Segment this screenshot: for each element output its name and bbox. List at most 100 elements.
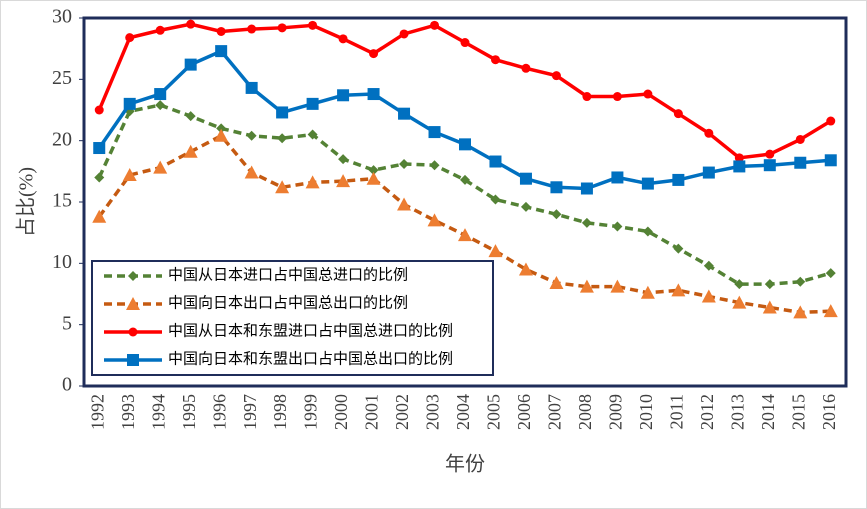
point <box>793 305 808 319</box>
point <box>582 92 592 102</box>
point <box>762 300 777 314</box>
point <box>551 209 562 220</box>
x-tick-label: 1993 <box>118 394 138 430</box>
point <box>795 134 805 144</box>
x-tick-label: 2009 <box>606 394 626 430</box>
point <box>308 20 318 30</box>
legend-box <box>91 260 494 376</box>
point <box>734 153 744 163</box>
x-axis-label: 年份 <box>445 453 485 476</box>
y-tick-label: 20 <box>52 128 72 150</box>
point <box>277 23 287 33</box>
x-tick-label: 2008 <box>575 394 595 430</box>
point <box>520 201 531 212</box>
x-tick-label: 1998 <box>270 394 290 430</box>
legend-marker <box>128 271 138 281</box>
point <box>701 289 716 303</box>
point <box>276 106 289 119</box>
point <box>183 144 198 158</box>
x-tick-label: 2010 <box>636 394 656 430</box>
x-tick-label: 2012 <box>697 394 717 430</box>
point <box>459 138 471 151</box>
point <box>306 97 319 110</box>
point <box>826 116 836 126</box>
x-tick-label: 2002 <box>392 394 412 430</box>
point <box>427 213 442 227</box>
point <box>581 217 592 228</box>
point <box>275 180 290 194</box>
point <box>490 55 500 65</box>
point <box>123 97 136 110</box>
point <box>460 38 470 48</box>
point <box>305 175 320 189</box>
point <box>519 172 532 185</box>
point <box>643 89 653 99</box>
point <box>763 159 776 172</box>
y-tick-label: 0 <box>62 374 72 396</box>
plot-border <box>82 16 848 388</box>
x-tick-label: 2005 <box>484 394 504 430</box>
point <box>488 244 503 258</box>
point <box>521 63 531 73</box>
point <box>337 89 350 102</box>
legend-marker <box>128 327 138 337</box>
x-tick-label: 1995 <box>179 394 199 430</box>
point <box>216 26 226 36</box>
x-tick-label: 1994 <box>148 394 168 430</box>
point <box>580 182 593 195</box>
point <box>642 226 653 237</box>
legend-label: 中国从日本和东盟进口占中国总进口的比例 <box>168 322 453 339</box>
point <box>673 243 684 254</box>
x-tick-label: 2000 <box>331 394 351 430</box>
legend-marker <box>126 297 140 310</box>
point <box>214 128 229 142</box>
point <box>398 107 411 120</box>
legend-label: 中国从日本进口占中国总进口的比例 <box>168 266 408 283</box>
x-tick-label: 2016 <box>819 394 839 430</box>
point <box>186 19 196 29</box>
x-tick-label: 2013 <box>727 394 747 430</box>
point <box>184 58 197 71</box>
point <box>610 279 625 293</box>
point <box>703 260 714 271</box>
point <box>216 123 227 134</box>
x-tick-label: 2011 <box>666 394 686 429</box>
point <box>824 154 837 167</box>
point <box>397 197 412 211</box>
point <box>215 45 228 58</box>
point <box>673 109 683 119</box>
point <box>399 158 410 169</box>
point <box>399 29 409 39</box>
legend-marker <box>127 354 139 366</box>
point <box>732 295 747 309</box>
x-tick-label: 2015 <box>788 394 808 430</box>
point <box>93 142 106 155</box>
x-tick-label: 1999 <box>301 394 321 430</box>
legend-label: 中国向日本和东盟出口占中国总出口的比例 <box>168 350 453 367</box>
point <box>336 174 351 188</box>
point <box>551 71 561 81</box>
point <box>428 126 441 139</box>
point <box>733 160 746 173</box>
x-tick-label: 1992 <box>87 394 107 430</box>
point <box>640 285 655 299</box>
point <box>247 24 257 34</box>
x-tick-label: 1996 <box>209 394 229 430</box>
x-tick-label: 2001 <box>362 394 382 430</box>
point <box>489 155 502 168</box>
point <box>366 171 381 185</box>
point <box>154 88 167 101</box>
x-tick-label: 2004 <box>453 394 473 430</box>
point <box>518 262 533 276</box>
point <box>94 105 104 115</box>
point <box>641 177 654 190</box>
x-tick-label: 1997 <box>240 394 260 430</box>
x-tick-label: 2003 <box>423 394 443 430</box>
point <box>94 172 105 183</box>
point <box>671 283 686 297</box>
y-tick-label: 15 <box>52 190 72 212</box>
point <box>430 20 440 30</box>
point <box>429 160 440 171</box>
